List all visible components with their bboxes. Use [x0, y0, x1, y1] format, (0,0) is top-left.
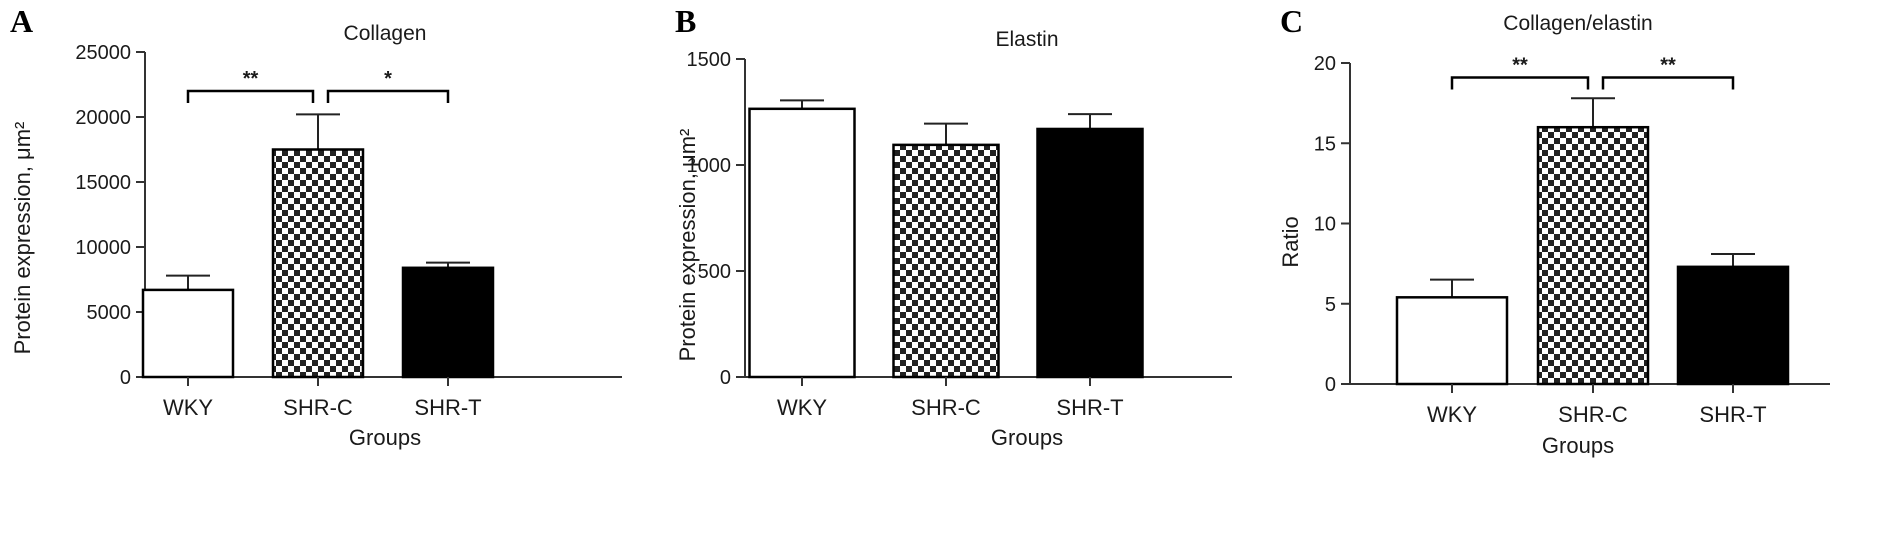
bar-b-shr-c: [892, 143, 1000, 379]
panel-letter-a: A: [10, 3, 33, 39]
significance-bracket-a: [326, 89, 450, 103]
significance-label-a: **: [243, 68, 259, 90]
x-axis-label-a: Groups: [349, 425, 421, 450]
category-label-a: SHR-T: [414, 395, 481, 420]
category-label-c: SHR-T: [1699, 402, 1766, 427]
y-tick-label-a: 20000: [75, 107, 131, 129]
chart-title-b: Elastin: [995, 28, 1058, 51]
category-label-b: WKY: [777, 395, 827, 420]
significance-bracket-c: [1601, 76, 1735, 90]
bar-a-shr-c: [271, 148, 365, 379]
y-tick-label-c: 10: [1314, 214, 1336, 236]
y-tick-label-a: 15000: [75, 172, 131, 194]
significance-label-a: *: [384, 68, 392, 90]
category-label-b: SHR-C: [911, 395, 981, 420]
bar-c-wky: [1395, 296, 1509, 386]
plot-area-b: 0 500 1000 1500 WKY SHR-C SHR-T: [687, 49, 1232, 420]
x-axis-label-c: Groups: [1542, 433, 1614, 458]
bar-c-shr-t: [1676, 265, 1790, 386]
significance-label-c: **: [1512, 54, 1528, 76]
category-label-c: WKY: [1427, 402, 1477, 427]
y-tick-label-c: 15: [1314, 133, 1336, 155]
significance-label-c: **: [1660, 54, 1676, 76]
significance-bracket-a: [186, 89, 315, 103]
y-axis-label-a: Protein expression, μm²: [10, 122, 35, 355]
y-tick-label-a: 5000: [87, 302, 132, 324]
y-tick-label-a: 10000: [75, 237, 131, 259]
bar-a-wky: [141, 288, 235, 379]
y-tick-label-b: 0: [720, 367, 731, 389]
category-label-b: SHR-T: [1056, 395, 1123, 420]
bar-c-shr-c: [1536, 125, 1650, 386]
y-tick-label-a: 0: [120, 367, 131, 389]
y-tick-label-c: 20: [1314, 53, 1336, 75]
y-tick-label-a: 25000: [75, 42, 131, 64]
y-tick-label-b: 500: [698, 261, 731, 283]
y-tick-label-c: 0: [1325, 374, 1336, 396]
panel-c: C Collagen/elastin Ratio Groups 0 5 10 15 20…: [1278, 3, 1830, 458]
panel-letter-b: B: [675, 3, 696, 39]
panel-b: B Elastin Protein expression, μm² Groups…: [675, 3, 1232, 450]
plot-area-c: 0 5 10 15 20 WKY SHR-C SHR-T ** **: [1314, 53, 1830, 427]
x-axis-label-b: Groups: [991, 425, 1063, 450]
y-axis-label-b: Protein expression, μm²: [675, 129, 700, 362]
bar-b-shr-t: [1036, 127, 1144, 379]
bar-b-wky: [748, 107, 856, 379]
panel-a: A Collagen Protein expression, μm² Group…: [10, 3, 622, 450]
y-axis-label-c: Ratio: [1278, 216, 1303, 267]
chart-title-c: Collagen/elastin: [1503, 12, 1652, 35]
y-tick-label-c: 5: [1325, 294, 1336, 316]
y-tick-label-b: 1500: [687, 49, 732, 71]
category-label-a: SHR-C: [283, 395, 353, 420]
y-tick-label-b: 1000: [687, 155, 732, 177]
chart-title-a: Collagen: [344, 22, 427, 45]
significance-bracket-c: [1450, 76, 1590, 90]
category-label-a: WKY: [163, 395, 213, 420]
category-label-c: SHR-C: [1558, 402, 1628, 427]
panel-letter-c: C: [1280, 3, 1303, 39]
bar-a-shr-t: [401, 266, 495, 379]
